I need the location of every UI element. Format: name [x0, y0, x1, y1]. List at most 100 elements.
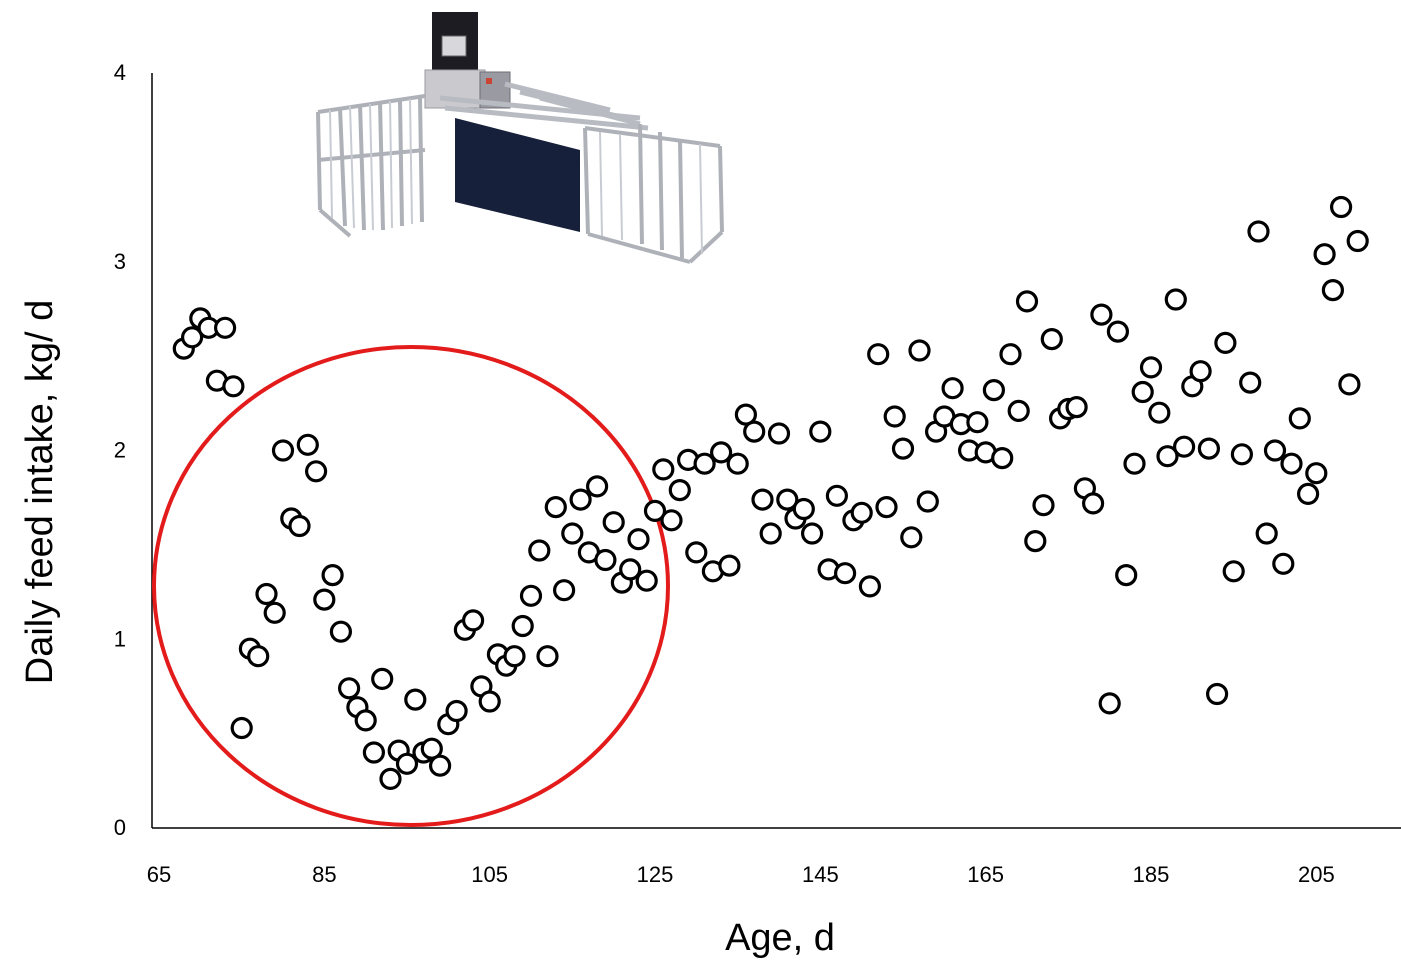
data-point [1263, 439, 1287, 462]
y-axis-title: Daily feed intake, kg/ d [19, 300, 61, 684]
data-point [908, 339, 931, 362]
data-point [800, 522, 824, 545]
data-point [709, 441, 733, 464]
data-point [1098, 692, 1121, 715]
x-axis-title: Age, d [725, 917, 835, 959]
data-point [759, 522, 782, 545]
x-tick-label: 125 [637, 862, 674, 887]
highlight-ellipse [152, 345, 670, 827]
data-point [1040, 328, 1063, 351]
data-point [404, 688, 427, 711]
data-point [767, 422, 791, 445]
data-point [941, 377, 964, 400]
data-point [660, 509, 683, 532]
data-point [395, 752, 419, 775]
feeding-station-inset-image [316, 12, 724, 264]
data-point [445, 699, 468, 723]
data-point [1148, 401, 1171, 424]
data-point [999, 343, 1022, 366]
x-tick-label: 205 [1298, 862, 1335, 887]
data-point [1338, 373, 1361, 396]
data-point [635, 569, 658, 592]
data-point [222, 375, 245, 398]
data-point [1222, 560, 1245, 583]
data-point [1189, 360, 1212, 383]
data-point [338, 677, 361, 700]
data-point [230, 716, 253, 740]
data-point [296, 433, 319, 456]
data-point [627, 528, 650, 551]
data-point [1288, 407, 1311, 430]
data-point [478, 690, 501, 713]
data-point [1106, 320, 1130, 343]
x-tick-label: 105 [471, 862, 508, 887]
data-point [305, 460, 328, 483]
data-point [1230, 443, 1254, 466]
data-point [1024, 529, 1047, 553]
data-point [991, 447, 1014, 470]
data-point [511, 614, 534, 638]
data-point [809, 420, 832, 443]
data-point [668, 479, 691, 502]
data-point [743, 420, 766, 443]
data-point [1197, 437, 1221, 460]
data-point [726, 452, 749, 475]
data-point [1032, 494, 1055, 517]
data-point [1090, 303, 1113, 326]
data-point [883, 405, 906, 428]
data-point [288, 514, 311, 538]
data-point [1115, 563, 1138, 587]
data-point [966, 411, 989, 434]
data-point [247, 645, 270, 668]
data-point [792, 497, 815, 521]
data-point [429, 754, 452, 777]
data-point [776, 488, 799, 511]
y-tick-label: 4 [114, 60, 126, 85]
x-tick-label: 185 [1133, 862, 1170, 887]
data-point [685, 541, 708, 564]
data-point [900, 526, 923, 549]
data-point [503, 645, 526, 668]
data-point [1172, 435, 1196, 458]
data-point [1139, 356, 1163, 379]
x-tick-label: 165 [967, 862, 1004, 887]
data-point [214, 316, 237, 339]
data-point [602, 511, 625, 534]
data-point [1007, 399, 1030, 422]
data-point [1239, 371, 1262, 394]
data-point [916, 490, 939, 513]
data-point [1156, 445, 1179, 468]
data-point [1329, 195, 1353, 219]
data-point [693, 452, 716, 475]
x-tick-labels: 65 85 105 125 145 165 185 205 [147, 862, 1335, 887]
data-point [462, 609, 485, 632]
data-point [536, 645, 559, 668]
y-tick-labels: 0 1 2 3 4 [114, 60, 126, 840]
data-point [329, 620, 352, 643]
data-point [420, 737, 443, 760]
data-point [982, 379, 1006, 402]
data-point [850, 501, 873, 524]
y-tick-label: 0 [114, 815, 126, 840]
data-point [181, 326, 204, 349]
y-tick-label: 3 [114, 249, 126, 274]
x-tick-label: 65 [147, 862, 171, 887]
data-point [561, 522, 584, 545]
data-point [858, 575, 882, 598]
data-point [833, 562, 857, 585]
data-point [1247, 220, 1270, 243]
data-point [1123, 452, 1146, 475]
data-point [1313, 243, 1336, 266]
x-tick-label: 145 [802, 862, 839, 887]
data-point [362, 741, 385, 764]
data-point [585, 475, 609, 498]
data-point [1255, 522, 1278, 545]
data-point [1131, 380, 1154, 404]
data-point [371, 667, 394, 691]
data-point [1065, 396, 1088, 419]
data-point [1272, 552, 1295, 575]
y-tick-label: 1 [114, 626, 126, 651]
data-point [255, 582, 278, 606]
